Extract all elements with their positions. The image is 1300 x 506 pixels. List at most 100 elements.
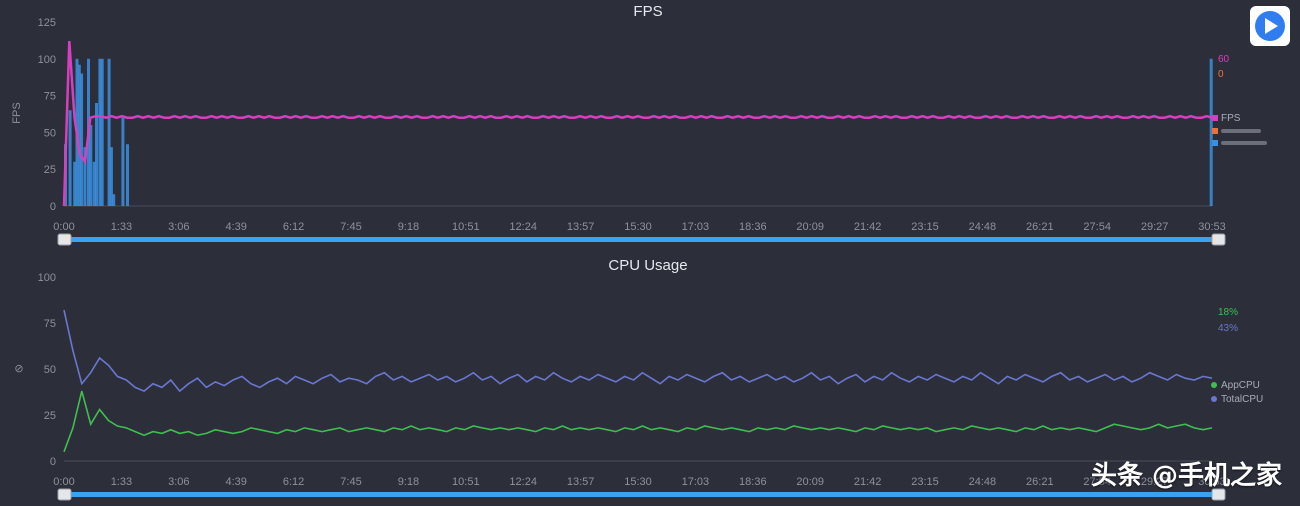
cpu-y-tick-label: 75 <box>44 318 56 330</box>
cpu-range-slider[interactable] <box>66 492 1218 497</box>
stutter-legend-label <box>1221 141 1267 145</box>
cpu-chart-title: CPU Usage <box>608 257 687 274</box>
cpu-legend: AppCPU TotalCPU <box>1211 380 1263 405</box>
fps-chart: FPS FPS 0 25 50 75 100 125 0:00 1:33 3:06 4:39 6:… <box>11 3 1267 246</box>
fps-x-tick-label: 15:30 <box>624 221 652 233</box>
fps-y-axis-label: FPS <box>11 102 23 123</box>
fps-y-tick-label: 75 <box>44 91 56 103</box>
fps-x-tick-label: 17:03 <box>682 221 710 233</box>
fps-jank-bar <box>100 58 104 206</box>
fps-jank-bar <box>95 103 98 206</box>
fps-jank-bars <box>64 58 1213 206</box>
fps-jank-bar <box>83 147 87 206</box>
fps-legend-swatch <box>1212 115 1218 121</box>
fps-x-tick-label: 29:27 <box>1141 221 1169 233</box>
fps-x-tick-label: 26:21 <box>1026 221 1054 233</box>
fps-legend: FPS <box>1212 113 1267 146</box>
cpu-x-tick-label: 20:09 <box>796 476 824 488</box>
fps-x-tick-label: 18:36 <box>739 221 767 233</box>
fps-x-tick-label: 12:24 <box>509 221 537 233</box>
total-cpu-series-line <box>63 309 1213 393</box>
fps-y-ticks: 0 25 50 75 100 125 <box>38 17 56 213</box>
fps-jank-bar <box>80 73 84 206</box>
fps-jank-bar <box>109 147 113 206</box>
total-cpu-current-value: 43% <box>1218 323 1238 334</box>
fps-jank-bar <box>1209 58 1213 206</box>
cpu-x-tick-label: 1:33 <box>111 476 132 488</box>
fps-x-tick-label: 9:18 <box>398 221 419 233</box>
cpu-x-tick-label: 3:06 <box>168 476 189 488</box>
fps-x-ticks: 0:00 1:33 3:06 4:39 6:12 7:45 9:18 10:51 12:24 13… <box>53 221 1225 233</box>
watermark: 头条 @手机之家 <box>1090 461 1282 491</box>
cpu-x-tick-label: 0:00 <box>53 476 74 488</box>
cpu-x-tick-label: 13:57 <box>567 476 595 488</box>
fps-chart-title: FPS <box>633 3 662 20</box>
cpu-y-tick-label: 0 <box>50 456 56 468</box>
total-cpu-legend-swatch <box>1211 396 1217 402</box>
fps-y-tick-label: 125 <box>38 17 56 29</box>
fps-x-tick-label: 20:09 <box>796 221 824 233</box>
fps-x-tick-label: 10:51 <box>452 221 480 233</box>
app-cpu-legend-swatch <box>1211 382 1217 388</box>
fps-x-tick-label: 23:15 <box>911 221 939 233</box>
fps-range-slider[interactable] <box>66 237 1218 242</box>
cpu-x-tick-label: 27:54 <box>1083 476 1111 488</box>
fps-legend-label: FPS <box>1221 113 1241 124</box>
cpu-y-tick-label: 50 <box>44 364 56 376</box>
cpu-x-tick-label: 15:30 <box>624 476 652 488</box>
cpu-x-ticks: 0:00 1:33 3:06 4:39 6:12 7:45 9:18 10:51 12:24 13… <box>53 476 1225 488</box>
play-button[interactable] <box>1250 6 1290 46</box>
fps-x-tick-label: 1:33 <box>111 221 132 233</box>
fps-x-tick-label: 27:54 <box>1083 221 1111 233</box>
cpu-x-tick-label: 10:51 <box>452 476 480 488</box>
cpu-x-tick-label: 29:27 <box>1141 476 1169 488</box>
jank-current-value: 0 <box>1218 69 1224 80</box>
fps-y-tick-label: 25 <box>44 164 56 176</box>
fps-jank-bar <box>107 58 111 206</box>
fps-x-tick-label: 21:42 <box>854 221 882 233</box>
cpu-x-tick-label: 18:36 <box>739 476 767 488</box>
cpu-x-tick-label: 23:15 <box>911 476 939 488</box>
app-cpu-legend-label: AppCPU <box>1221 380 1260 391</box>
cpu-x-tick-label: 21:42 <box>854 476 882 488</box>
cpu-y-ticks: 0 25 50 75 100 <box>38 272 56 468</box>
fps-y-tick-label: 100 <box>38 54 56 66</box>
fps-slider-left-handle[interactable] <box>57 233 72 246</box>
fps-jank-bar <box>89 125 93 206</box>
cpu-y-tick-label: 100 <box>38 272 56 284</box>
cpu-x-tick-label: 7:45 <box>340 476 361 488</box>
cpu-x-tick-label: 26:21 <box>1026 476 1054 488</box>
fps-y-tick-label: 50 <box>44 127 56 139</box>
fps-x-tick-label: 6:12 <box>283 221 304 233</box>
fps-jank-bar <box>73 161 77 206</box>
fps-x-tick-label: 4:39 <box>225 221 246 233</box>
fps-slider-right-handle[interactable] <box>1211 233 1226 246</box>
fps-jank-bar <box>126 144 129 206</box>
cpu-x-tick-label: 9:18 <box>398 476 419 488</box>
app-cpu-current-value: 18% <box>1218 307 1238 318</box>
stutter-legend-swatch <box>1212 140 1218 146</box>
fps-x-tick-label: 0:00 <box>53 221 74 233</box>
fps-jank-bar <box>77 64 81 206</box>
cpu-x-tick-label: 24:48 <box>969 476 997 488</box>
fps-jank-bar <box>68 110 72 206</box>
fps-jank-bar <box>92 161 96 206</box>
jank-legend-swatch <box>1212 128 1218 134</box>
cpu-y-tick-label: 25 <box>44 410 56 422</box>
cpu-y-axis-icon: ⊘ <box>14 363 23 375</box>
fps-x-tick-label: 13:57 <box>567 221 595 233</box>
cpu-x-tick-label: 12:24 <box>509 476 537 488</box>
fps-x-tick-label: 7:45 <box>340 221 361 233</box>
fps-jank-bar <box>98 58 102 206</box>
play-triangle-icon <box>1265 18 1278 34</box>
fps-current-value: 60 <box>1218 54 1230 65</box>
cpu-x-tick-label: 30:53 <box>1198 476 1226 488</box>
fps-x-tick-label: 30:53 <box>1198 221 1226 233</box>
cpu-slider-left-handle[interactable] <box>57 488 72 501</box>
fps-jank-bar <box>121 117 125 206</box>
cpu-slider-right-handle[interactable] <box>1211 488 1226 501</box>
total-cpu-legend-label: TotalCPU <box>1221 394 1263 405</box>
fps-x-tick-label: 24:48 <box>969 221 997 233</box>
fps-series-line <box>62 41 1213 207</box>
